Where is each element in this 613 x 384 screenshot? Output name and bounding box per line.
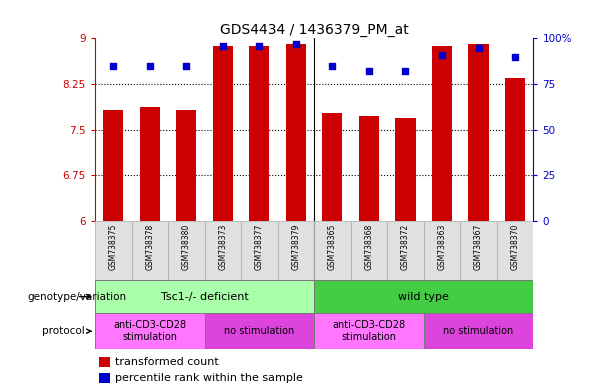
Text: GSM738365: GSM738365 [328, 224, 337, 270]
Text: anti-CD3-CD28
stimulation: anti-CD3-CD28 stimulation [113, 320, 186, 342]
Bar [278, 221, 314, 280]
Text: GSM738375: GSM738375 [109, 224, 118, 270]
Bar [314, 221, 351, 280]
Bar [95, 280, 314, 313]
Bar [351, 221, 387, 280]
Point [145, 63, 154, 69]
Text: protocol: protocol [42, 326, 91, 336]
Bar [103, 110, 123, 221]
Text: anti-CD3-CD28
stimulation: anti-CD3-CD28 stimulation [332, 320, 406, 342]
Bar [168, 221, 205, 280]
Bar [424, 313, 533, 349]
Bar [286, 45, 306, 221]
Bar [177, 109, 196, 221]
Bar [95, 221, 132, 280]
Point [254, 43, 264, 49]
Point [109, 63, 118, 69]
Bar [205, 313, 314, 349]
Title: GDS4434 / 1436379_PM_at: GDS4434 / 1436379_PM_at [220, 23, 408, 37]
Text: GSM738372: GSM738372 [401, 224, 410, 270]
Point [218, 43, 228, 49]
Bar [314, 280, 533, 313]
Bar [460, 221, 497, 280]
Text: GSM738363: GSM738363 [438, 224, 446, 270]
Bar [213, 46, 233, 221]
Bar [497, 221, 533, 280]
Bar [314, 313, 424, 349]
Text: GSM738377: GSM738377 [255, 224, 264, 270]
Text: GSM738373: GSM738373 [218, 224, 227, 270]
Bar [132, 221, 168, 280]
Text: GSM738379: GSM738379 [291, 224, 300, 270]
Bar [432, 46, 452, 221]
Point [474, 45, 484, 51]
Bar [249, 46, 270, 221]
Text: GSM738370: GSM738370 [511, 224, 520, 270]
Text: GSM738368: GSM738368 [365, 224, 373, 270]
Bar [387, 221, 424, 280]
Text: Tsc1-/- deficient: Tsc1-/- deficient [161, 291, 248, 302]
Text: GSM738378: GSM738378 [145, 224, 154, 270]
Point [437, 52, 447, 58]
Point [364, 68, 374, 74]
Bar [424, 221, 460, 280]
Text: transformed count: transformed count [115, 358, 218, 367]
Point [291, 41, 301, 47]
Bar [395, 118, 416, 221]
Text: GSM738380: GSM738380 [182, 224, 191, 270]
Point [510, 53, 520, 60]
Point [400, 68, 410, 74]
Text: GSM738367: GSM738367 [474, 224, 483, 270]
Bar [95, 313, 205, 349]
Bar [99, 373, 110, 382]
Bar [322, 113, 343, 221]
Text: no stimulation: no stimulation [224, 326, 294, 336]
Bar [359, 116, 379, 221]
Text: no stimulation: no stimulation [443, 326, 514, 336]
Bar [241, 221, 278, 280]
Bar [140, 107, 160, 221]
Bar [205, 221, 241, 280]
Bar [468, 45, 489, 221]
Point [327, 63, 337, 69]
Text: percentile rank within the sample: percentile rank within the sample [115, 373, 303, 383]
Text: wild type: wild type [398, 291, 449, 302]
Text: genotype/variation: genotype/variation [27, 291, 126, 302]
Bar [99, 357, 110, 367]
Bar [505, 78, 525, 221]
Point [181, 63, 191, 69]
